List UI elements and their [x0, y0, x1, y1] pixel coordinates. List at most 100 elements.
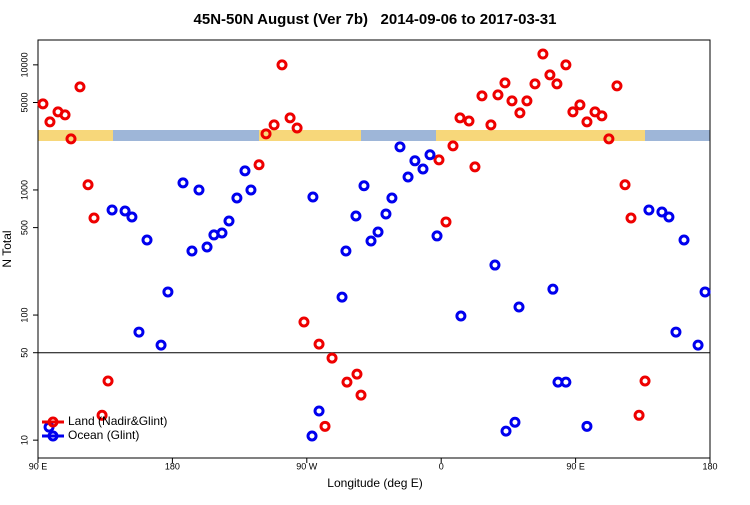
plot-frame — [37, 39, 711, 459]
point — [529, 78, 541, 90]
point — [223, 215, 235, 227]
x-tick-label: 0 — [439, 461, 444, 471]
legend-marker — [47, 416, 59, 428]
legend-marker — [47, 430, 59, 442]
point — [96, 409, 108, 421]
point — [514, 107, 526, 119]
point — [155, 339, 167, 351]
x-axis-label: Longitude (deg E) — [327, 476, 422, 490]
surface-strip — [38, 130, 710, 141]
point — [307, 191, 319, 203]
point — [253, 159, 265, 171]
point — [454, 112, 466, 124]
point — [37, 98, 49, 110]
chart-title: 45N-50N August (Ver 7b) 2014-09-06 to 20… — [194, 11, 557, 28]
point — [177, 177, 189, 189]
point — [574, 99, 586, 111]
point — [358, 180, 370, 192]
point — [193, 184, 205, 196]
point — [476, 90, 488, 102]
point — [341, 376, 353, 388]
point — [506, 95, 518, 107]
point — [424, 149, 436, 161]
point — [509, 416, 521, 428]
point — [513, 301, 525, 313]
point — [326, 352, 338, 364]
ocean-strip — [645, 130, 710, 141]
x-tick-label: 90 W — [296, 461, 318, 471]
land-strip — [436, 130, 645, 141]
point — [560, 376, 572, 388]
point — [245, 184, 257, 196]
point — [319, 420, 331, 432]
point — [409, 155, 421, 167]
point — [402, 171, 414, 183]
point — [670, 326, 682, 338]
point — [692, 339, 704, 351]
y-tick-label: 50 — [19, 348, 29, 358]
point — [492, 89, 504, 101]
point — [88, 212, 100, 224]
point — [119, 205, 131, 217]
point — [625, 212, 637, 224]
point — [596, 110, 608, 122]
point — [284, 112, 296, 124]
point — [499, 77, 511, 89]
point — [298, 316, 310, 328]
point — [417, 163, 429, 175]
legend-label: Ocean (Glint) — [68, 428, 139, 442]
point — [306, 430, 318, 442]
point — [699, 286, 711, 298]
point — [463, 115, 475, 127]
point — [500, 425, 512, 437]
point — [551, 78, 563, 90]
x-tick-label: 90 E — [566, 461, 585, 471]
point — [469, 161, 481, 173]
point — [619, 179, 631, 191]
point — [489, 259, 501, 271]
point — [560, 59, 572, 71]
point — [639, 375, 651, 387]
point — [455, 310, 467, 322]
point — [231, 192, 243, 204]
y-tick-label: 10 — [19, 435, 29, 445]
point — [581, 420, 593, 432]
point — [380, 208, 392, 220]
x-tick-label: 180 — [165, 461, 180, 471]
point — [268, 119, 280, 131]
y-tick-label: 500 — [19, 220, 29, 235]
point — [355, 389, 367, 401]
point — [485, 119, 497, 131]
point — [216, 227, 228, 239]
point — [581, 116, 593, 128]
land-strip — [38, 130, 113, 141]
y-tick-label: 100 — [19, 308, 29, 323]
point — [59, 109, 71, 121]
y-tick-label: 5000 — [19, 92, 29, 112]
point — [386, 192, 398, 204]
point — [133, 326, 145, 338]
point — [678, 234, 690, 246]
point — [447, 140, 459, 152]
land-strip — [259, 130, 361, 141]
point — [313, 338, 325, 350]
point — [276, 59, 288, 71]
point — [544, 69, 556, 81]
point — [74, 81, 86, 93]
point — [365, 235, 377, 247]
y-tick-label: 1000 — [19, 180, 29, 200]
point — [65, 133, 77, 145]
ocean-strip — [361, 130, 436, 141]
point — [567, 106, 579, 118]
point — [126, 211, 138, 223]
x-tick-label: 180 — [702, 461, 717, 471]
point — [394, 141, 406, 153]
point — [611, 80, 623, 92]
point — [433, 154, 445, 166]
point — [162, 286, 174, 298]
point — [351, 368, 363, 380]
point — [656, 206, 668, 218]
point — [521, 95, 533, 107]
point — [82, 179, 94, 191]
